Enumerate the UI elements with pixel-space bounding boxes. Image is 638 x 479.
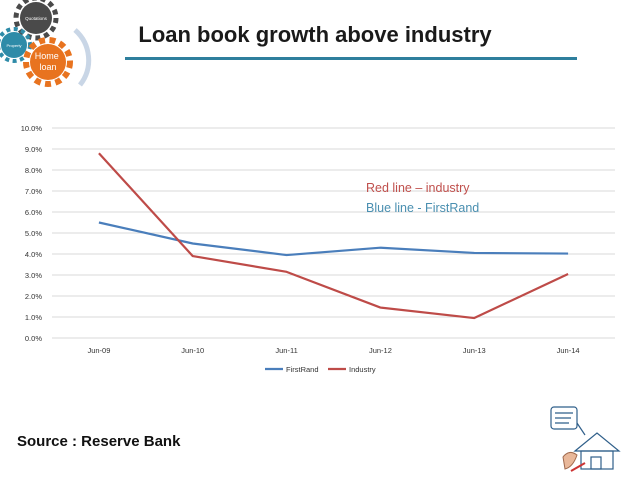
legend-label: Industry	[349, 365, 376, 374]
y-tick-label: 10.0%	[21, 124, 43, 133]
x-tick-label: Jun-11	[275, 346, 297, 355]
slide-title: Loan book growth above industry	[138, 22, 492, 47]
gear-home-loan-line-1: Home	[35, 51, 59, 61]
gear-home-loan-label: Home loan	[35, 51, 62, 72]
y-tick-label: 0.0%	[25, 334, 42, 343]
y-tick-label: 2.0%	[25, 292, 42, 301]
home-sketch-illustration	[550, 406, 621, 472]
x-tick-label: Jun-12	[369, 346, 392, 355]
y-tick-label: 6.0%	[25, 208, 42, 217]
gear-arc-decoration	[73, 28, 92, 87]
gear-property-label: Property	[6, 43, 21, 48]
series-line-industry	[98, 152, 569, 320]
x-tick-label: Jun-14	[557, 346, 580, 355]
source-label: Source : Reserve Bank	[17, 433, 181, 450]
y-tick-label: 5.0%	[25, 229, 42, 238]
line-chart: 0.0% 1.0% 2.0% 3.0% 4.0% 5.0% 6.0% 7.0% 8.0% 9.0%…	[21, 124, 615, 374]
gear-home-loan-line-2: loan	[39, 62, 56, 72]
title-underline	[125, 57, 577, 60]
gear-cluster-logo: Quotations Property Home loan	[0, 0, 92, 87]
series-line-firstrand	[98, 221, 569, 257]
gear-home-loan-icon: Home loan	[23, 37, 73, 87]
y-tick-label: 7.0%	[25, 187, 42, 196]
x-tick-label: Jun-09	[87, 346, 110, 355]
legend-label: FirstRand	[286, 365, 319, 374]
gear-quotations-label: Quotations	[25, 16, 48, 21]
x-tick-label: Jun-10	[181, 346, 204, 355]
x-tick-label: Jun-13	[463, 346, 486, 355]
chart-annotation: Red line – industry	[366, 181, 470, 195]
gear-quotations-icon: Quotations	[13, 0, 59, 41]
y-tick-label: 8.0%	[25, 166, 42, 175]
y-tick-label: 9.0%	[25, 145, 42, 154]
y-tick-label: 3.0%	[25, 271, 42, 280]
chart-annotation: Blue line - FirstRand	[366, 201, 479, 215]
y-tick-label: 4.0%	[25, 250, 42, 259]
y-tick-label: 1.0%	[25, 313, 42, 322]
